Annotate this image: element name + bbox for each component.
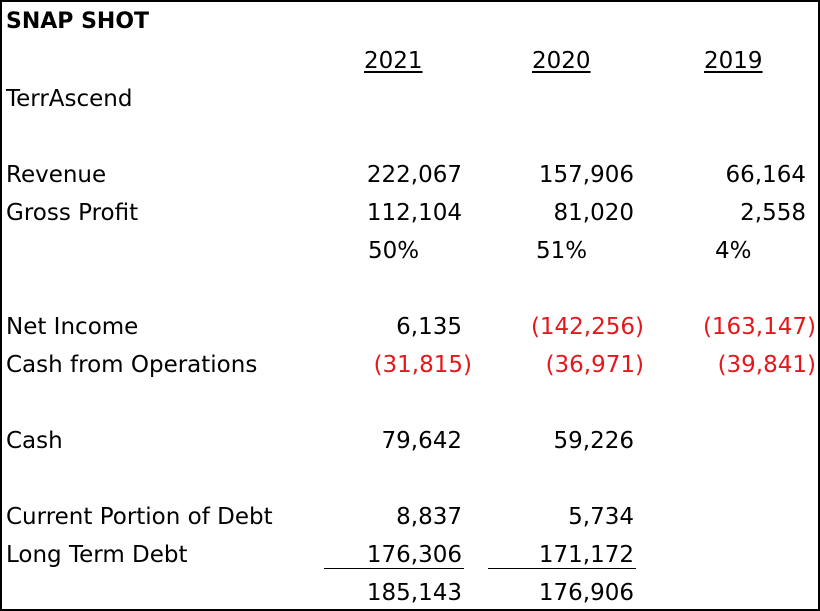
current-portion-of-debt-2021: 8,837 [396,504,462,530]
gross-margin-2019: 4% [715,238,752,264]
gross-profit-2019: 2,558 [740,200,806,226]
total-rule-2021 [324,568,464,569]
row-label-gross-profit: Gross Profit [6,200,139,226]
row-label-long-term-debt: Long Term Debt [6,542,188,568]
net-income-2020: (142,256) [530,314,644,340]
row-label-cash: Cash [6,428,63,454]
year-header-2019: 2019 [704,48,763,74]
revenue-2020: 157,906 [538,162,634,188]
row-label-current-portion-of-debt: Current Portion of Debt [6,504,273,530]
row-label-cash-from-operations: Cash from Operations [6,352,258,378]
gross-profit-2021: 112,104 [366,200,462,226]
cash-from-operations-2021: (31,815) [373,352,472,378]
cash-2020: 59,226 [553,428,634,454]
gross-margin-2021: 50% [368,238,420,264]
cash-2021: 79,642 [381,428,462,454]
year-header-2021: 2021 [364,48,423,74]
total-debt-2020: 176,906 [538,580,634,606]
long-term-debt-2021: 176,306 [366,542,462,568]
gross-margin-2020: 51% [536,238,588,264]
current-portion-of-debt-2020: 5,734 [568,504,634,530]
row-label-net-income: Net Income [6,314,139,340]
row-label-revenue: Revenue [6,162,107,188]
year-header-2020: 2020 [532,48,591,74]
total-debt-2021: 185,143 [366,580,462,606]
long-term-debt-2020: 171,172 [538,542,634,568]
revenue-2021: 222,067 [366,162,462,188]
total-rule-2020 [488,568,636,569]
net-income-2019: (163,147) [702,314,816,340]
sheet-title: SNAP SHOT [6,9,150,34]
revenue-2019: 66,164 [725,162,806,188]
cash-from-operations-2019: (39,841) [717,352,816,378]
cash-from-operations-2020: (36,971) [545,352,644,378]
net-income-2021: 6,135 [396,314,462,340]
company-name: TerrAscend [6,86,133,112]
gross-profit-2020: 81,020 [553,200,634,226]
